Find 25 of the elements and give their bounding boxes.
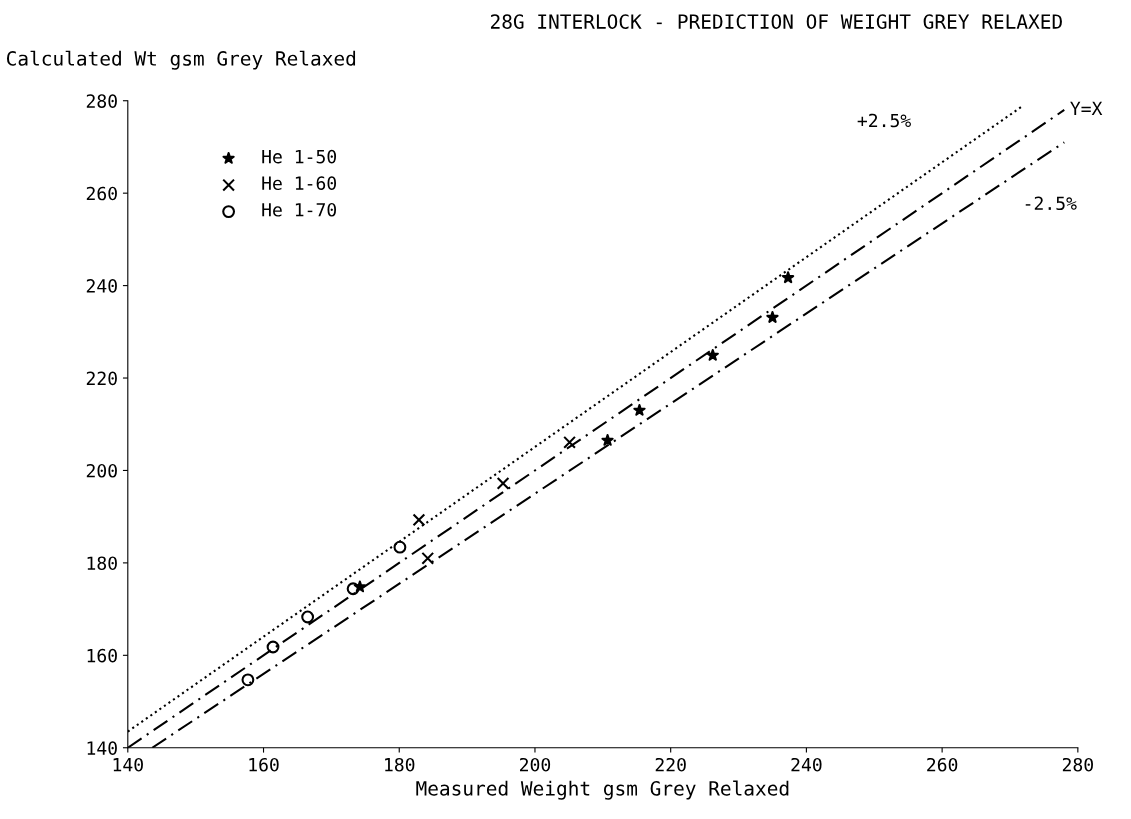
y-tick-label: 260	[86, 186, 117, 201]
x-tick-label: 160	[249, 757, 279, 772]
x-tick-label: 200	[520, 757, 551, 772]
chart-title: 28G INTERLOCK - PREDICTION OF WEIGHT GREY RELAXED	[490, 14, 1062, 29]
x-tick-label: 180	[385, 757, 415, 772]
y-tick-label: 180	[87, 556, 117, 571]
x-axis-title: Measured Weight gsm Grey Relaxed	[416, 780, 789, 800]
legend-label: He 1-60	[262, 176, 337, 191]
series-label: Y=X	[1070, 101, 1103, 116]
x-tick-label: 240	[791, 757, 822, 772]
x-tick-label: 140	[113, 757, 143, 772]
text: +2.5%	[857, 113, 911, 128]
legend-label: He 1-50	[262, 149, 337, 164]
series-label: -2.5%	[1025, 196, 1077, 211]
y-tick-label: 140	[87, 741, 117, 755]
y-tick-label: 220	[86, 371, 117, 386]
legend-label: He 1-70	[262, 202, 337, 217]
x-tick-label: 220	[655, 757, 686, 772]
y-tick-label: 200	[86, 463, 117, 478]
y-axis-title: Calculated Wt gsm Grey Relaxed	[6, 50, 356, 70]
y-tick-label: 160	[87, 648, 117, 663]
x-tick-label: 280	[1062, 757, 1093, 772]
x-tick-label: 260	[927, 757, 958, 772]
y-tick-label: 280	[86, 94, 117, 108]
y-tick-label: 240	[86, 279, 117, 293]
